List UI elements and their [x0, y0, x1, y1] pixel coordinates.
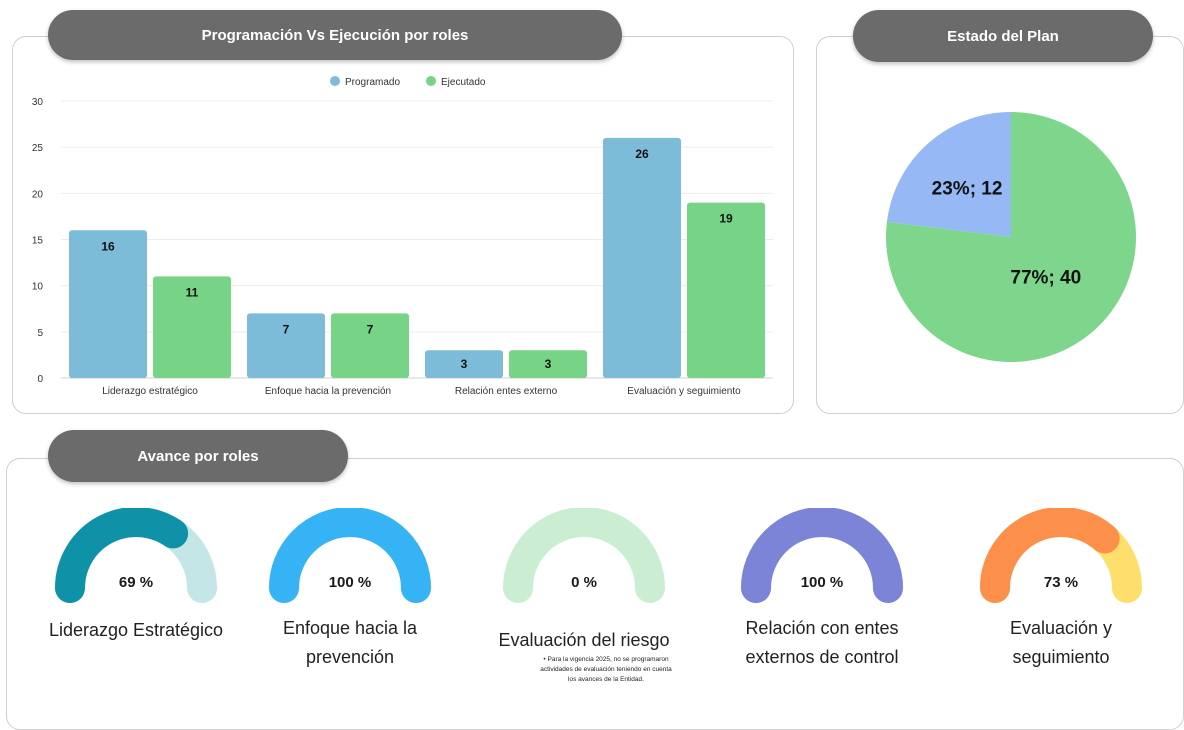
- bar-programado: [425, 350, 503, 378]
- bar-ejecutado: [687, 202, 765, 378]
- gauge-fill: [269, 508, 431, 603]
- gauge-arc: [980, 508, 1142, 603]
- gauge-arc: [269, 508, 431, 603]
- pie-slice: [886, 112, 1136, 363]
- gauge-label-line: Evaluación del riesgo: [498, 630, 670, 650]
- gauge-track: [503, 508, 665, 603]
- gauge-evaluacion-seguimiento: 73 % Evaluación y seguimiento: [941, 508, 1181, 718]
- gauge-percent: 100 %: [800, 574, 844, 591]
- gauge-label-line: Enfoque hacia la: [282, 618, 418, 638]
- bar-value-label: 19: [719, 212, 733, 226]
- bar-ejecutado: [509, 350, 587, 378]
- gauge-label: Liderazgo Estratégico: [16, 616, 256, 645]
- x-tick-label: Enfoque hacia la prevención: [265, 386, 391, 397]
- pie-chart-title: Estado del Plan: [853, 10, 1153, 62]
- gauge-label-line: externos de control: [745, 647, 899, 667]
- x-tick-label: Liderazgo estratégico: [102, 386, 198, 397]
- gauge-label: Evaluación y seguimiento: [941, 614, 1181, 672]
- gauge-footnote: • Para la vigencia 2025, no se programar…: [540, 656, 672, 683]
- pie-chart: 23%; 12 77%; 40: [886, 112, 1136, 363]
- gauge-label: Evaluación del riesgo: [464, 626, 704, 655]
- y-tick-label: 25: [32, 143, 44, 154]
- pie-chart-panel: 23%; 12 77%; 40: [816, 36, 1184, 414]
- x-tick-label: Relación entes externo: [455, 386, 558, 397]
- gauge-label-line: Evaluación y: [1009, 618, 1113, 638]
- gauge-arc: [741, 508, 903, 603]
- gauge-fill: [980, 508, 1120, 603]
- gauge-evaluacion-riesgo: 0 % Evaluación del riesgo • Para la vige…: [464, 508, 704, 718]
- gauge-label-line: prevención: [305, 647, 395, 667]
- bar-ejecutado: [331, 313, 409, 378]
- gauge-relacion-entes: 100 % Relación con entes externos de con…: [702, 508, 942, 718]
- gauge-percent: 100 %: [328, 574, 372, 591]
- bar-programado: [69, 230, 147, 378]
- gauge-enfoque: 100 % Enfoque hacia la prevención: [230, 508, 470, 718]
- pie-slice-label: 23%; 12: [932, 178, 1003, 199]
- gauge-percent: 0 %: [571, 574, 597, 591]
- bar-ejecutado: [153, 276, 231, 378]
- bar-value-label: 16: [101, 239, 115, 253]
- bar-value-label: 26: [635, 147, 649, 161]
- legend-swatch: [330, 76, 340, 86]
- gauge-arc: [55, 508, 217, 603]
- bar-chart: 0 5 10 15 20 25 30 Programado Ejecutado 16 11 Lider…: [32, 76, 773, 397]
- pie-slice-label: 77%; 40: [1010, 267, 1081, 288]
- y-tick-label: 20: [32, 189, 44, 200]
- bar-chart-panel: 0 5 10 15 20 25 30 Programado Ejecutado 16 11 Lider…: [12, 36, 794, 414]
- gauge-label: Enfoque hacia la prevención: [230, 614, 470, 672]
- legend-swatch: [426, 76, 436, 86]
- gauge-percent: 73 %: [1043, 574, 1079, 591]
- gauge-section-title: Avance por roles: [48, 430, 348, 482]
- bar-chart-title: Programación Vs Ejecución por roles: [48, 10, 622, 60]
- y-tick-label: 0: [37, 374, 43, 385]
- pie-slice: [886, 112, 1011, 237]
- y-tick-label: 15: [32, 236, 44, 247]
- bar-value-label: 7: [367, 322, 374, 336]
- gauge-label: Relación con entes externos de control: [702, 614, 942, 672]
- bar-value-label: 11: [186, 285, 199, 299]
- gauge-liderazgo: 69 % Liderazgo Estratégico: [16, 508, 256, 718]
- gauge-fill: [741, 508, 903, 603]
- gauge-label-line: Liderazgo Estratégico: [48, 620, 224, 640]
- gauge-arc: [503, 508, 665, 603]
- x-tick-label: Evaluación y seguimiento: [627, 386, 741, 397]
- legend-label: Programado: [345, 77, 400, 88]
- bar-programado: [247, 313, 325, 378]
- legend-label: Ejecutado: [441, 77, 486, 88]
- bar-value-label: 3: [461, 357, 468, 371]
- gauge-label-line: seguimiento: [1012, 647, 1110, 667]
- bar-programado: [603, 137, 681, 378]
- gauge-label-line: Relación con entes: [745, 618, 899, 638]
- gauge-fill: [55, 508, 189, 603]
- y-tick-label: 10: [32, 282, 44, 293]
- y-tick-label: 5: [37, 328, 43, 339]
- bar-value-label: 7: [283, 322, 290, 336]
- gauge-percent: 69 %: [118, 574, 154, 591]
- y-tick-label: 30: [32, 97, 44, 108]
- bar-value-label: 3: [545, 357, 552, 371]
